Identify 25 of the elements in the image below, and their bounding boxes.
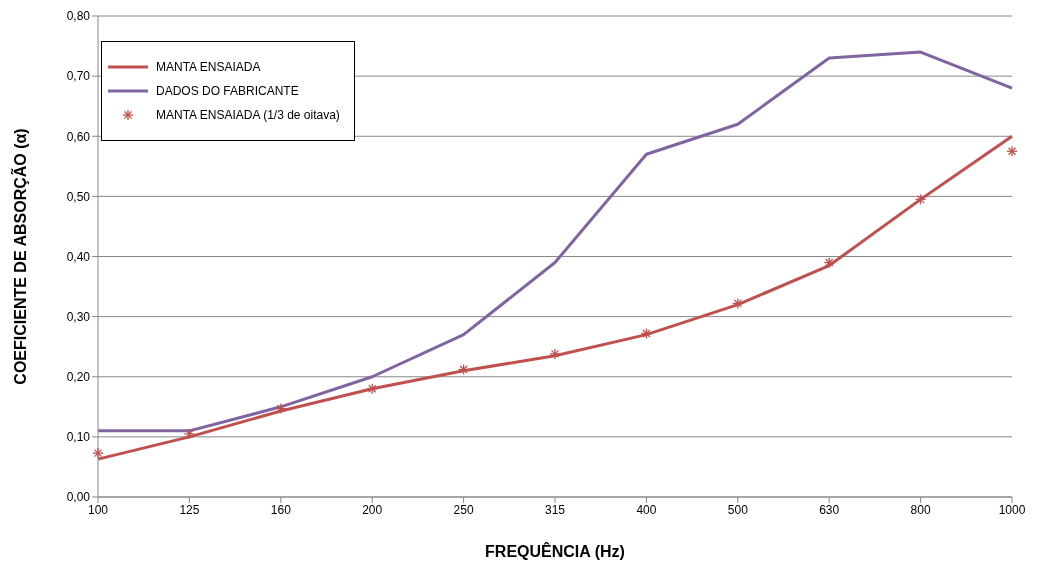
y-tick-label: 0,30 — [66, 309, 91, 324]
x-tick-label: 250 — [453, 502, 474, 517]
x-tick-label: 160 — [270, 502, 292, 517]
x-axis-title: FREQUÊNCIA (Hz) — [485, 542, 625, 560]
legend-label: MANTA ENSAIADA — [156, 60, 261, 74]
y-tick-label: 0,50 — [66, 189, 91, 204]
y-tick-label: 0,00 — [66, 490, 91, 505]
y-axis-title: COEFICIENTE DE ABSORÇÃO (α) — [9, 128, 29, 385]
x-tick-label: 125 — [179, 502, 200, 517]
x-tick-label: 800 — [910, 502, 931, 517]
x-tick-label: 200 — [362, 502, 383, 517]
y-tick-label: 0,40 — [66, 249, 91, 264]
legend-label: MANTA ENSAIADA (1/3 de oitava) — [156, 108, 340, 122]
y-tick-label: 0,20 — [66, 370, 91, 385]
x-tick-label: 400 — [636, 502, 657, 517]
x-tick-label: 500 — [727, 502, 749, 517]
x-tick-label: 630 — [819, 502, 840, 517]
y-tick-label: 0,10 — [66, 430, 91, 445]
legend-label: DADOS DO FABRICANTE — [156, 84, 299, 98]
y-tick-label: 0,80 — [66, 9, 91, 24]
y-tick-label: 0,60 — [66, 129, 91, 144]
x-tick-label: 1000 — [998, 502, 1026, 517]
x-tick-label: 315 — [544, 502, 566, 517]
x-tick-label: 100 — [87, 502, 109, 517]
y-tick-label: 0,70 — [66, 69, 91, 84]
